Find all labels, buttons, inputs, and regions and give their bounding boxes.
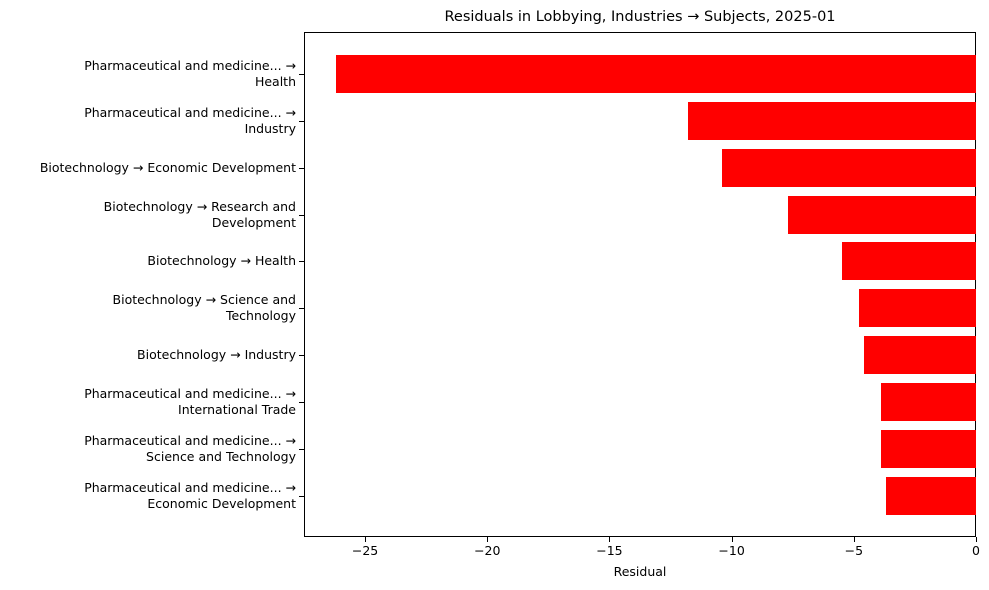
y-tick-label: Pharmaceutical and medicine... → Economic… xyxy=(84,479,296,511)
y-tick-label: Biotechnology → Science and Technology xyxy=(112,292,296,324)
y-tick-label: Pharmaceutical and medicine... → Internat… xyxy=(84,385,296,417)
x-tick-label: −20 xyxy=(474,543,501,558)
x-tick-label: −15 xyxy=(596,543,623,558)
x-tick xyxy=(853,537,855,542)
bar: -3.9 xyxy=(880,382,976,421)
y-tick xyxy=(299,308,304,310)
bar: -10.4 xyxy=(721,148,976,187)
x-tick-label: −5 xyxy=(844,543,864,558)
y-tick xyxy=(299,355,304,357)
x-tick xyxy=(487,537,489,542)
bar: -3.9 xyxy=(880,429,976,468)
x-tick xyxy=(976,537,977,542)
y-tick xyxy=(299,495,304,497)
chart-title: Residuals in Lobbying, Industries → Subj… xyxy=(444,9,836,25)
y-tick xyxy=(299,401,304,403)
bar: -4.6 xyxy=(863,336,976,375)
y-tick-label: Pharmaceutical and medicine... → Health xyxy=(84,58,296,89)
x-axis-label: Residual xyxy=(613,564,667,579)
x-tick xyxy=(609,537,611,542)
y-tick xyxy=(299,120,304,122)
bar: -7.7 xyxy=(787,195,976,234)
y-tick-label: Biotechnology → Health xyxy=(147,253,296,269)
plot-area xyxy=(304,32,976,537)
y-tick xyxy=(299,74,304,75)
bar: -11.8 xyxy=(687,101,976,140)
y-tick-label: Biotechnology → Economic Development xyxy=(39,159,296,175)
y-tick xyxy=(299,214,304,216)
bar: -4.8 xyxy=(858,289,976,328)
x-tick-label: −10 xyxy=(718,543,745,558)
y-tick xyxy=(299,167,304,169)
y-tick-label: Biotechnology → Industry xyxy=(137,347,296,363)
x-tick-label: 0 xyxy=(972,543,980,558)
y-tick xyxy=(299,448,304,450)
y-tick xyxy=(299,261,304,263)
bar: -5.5 xyxy=(841,242,976,281)
y-tick-label: Pharmaceutical and medicine... → Science … xyxy=(84,432,296,464)
x-tick xyxy=(731,537,733,542)
bar: -3.7 xyxy=(885,476,976,515)
bar: -26.2 xyxy=(335,55,976,93)
y-tick-label: Biotechnology → Research and Development xyxy=(103,198,296,230)
y-tick-label: Pharmaceutical and medicine... → Industry xyxy=(84,104,296,136)
x-tick-label: −25 xyxy=(351,543,379,558)
x-tick xyxy=(365,537,367,542)
